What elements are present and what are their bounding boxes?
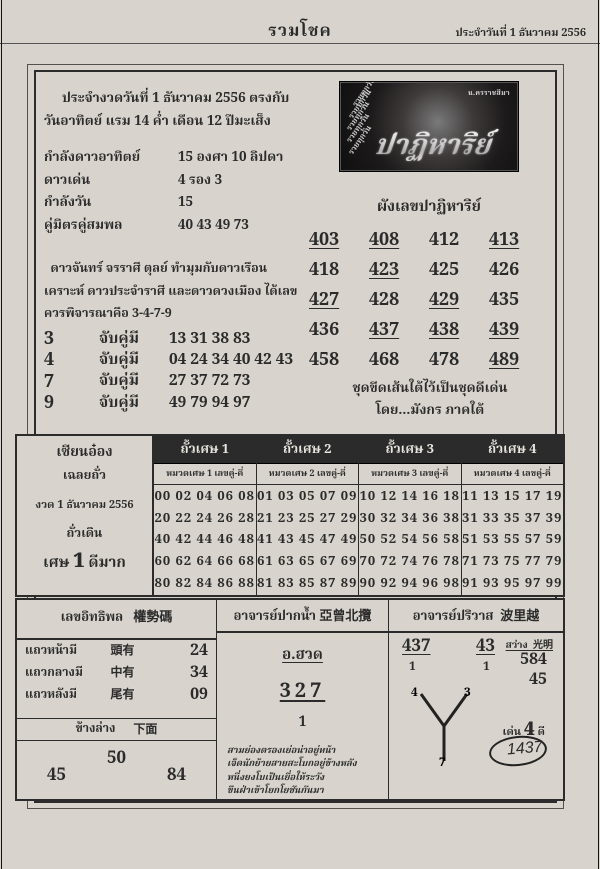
svg-text:3: 3 [464, 686, 471, 703]
svg-text:4: 4 [411, 686, 418, 703]
svg-text:7: 7 [439, 754, 446, 766]
